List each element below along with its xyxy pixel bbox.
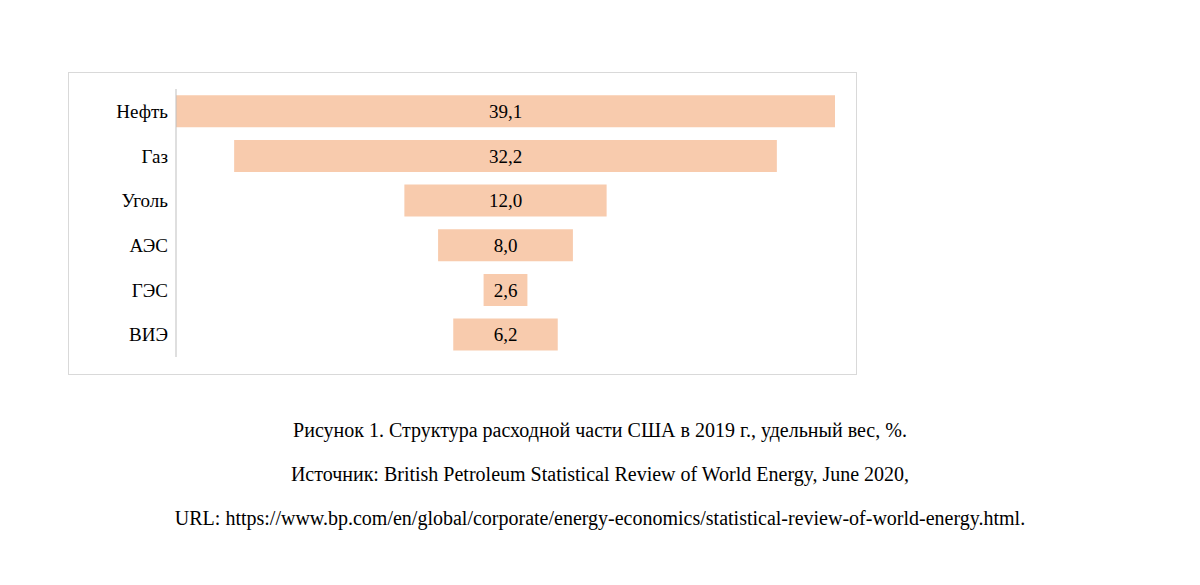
svg-text:39,1: 39,1 [489,101,522,122]
svg-text:АЭС: АЭС [130,235,168,256]
svg-text:Газ: Газ [142,146,168,167]
html-text:Рисунок 1. Структура расходной: Рисунок 1. Структура расходной части США… [293,419,907,441]
svg-text:6,2: 6,2 [494,324,518,345]
svg-text:32,2: 32,2 [489,146,522,167]
svg-text:12,0: 12,0 [489,190,522,211]
html-text:Источник: British Petroleum St: Источник: British Petroleum Statistical … [290,463,910,485]
svg-text:Уголь: Уголь [122,190,169,211]
svg-text:Нефть: Нефть [116,101,168,122]
html-text:URL: https://www.bp.com/en/glo: URL: https://www.bp.com/en/global/corpor… [174,507,1026,529]
svg-text:ГЭС: ГЭС [132,280,168,301]
svg-text:2,6: 2,6 [494,280,518,301]
svg-text:ВИЭ: ВИЭ [129,324,168,345]
svg-text:8,0: 8,0 [494,235,518,256]
